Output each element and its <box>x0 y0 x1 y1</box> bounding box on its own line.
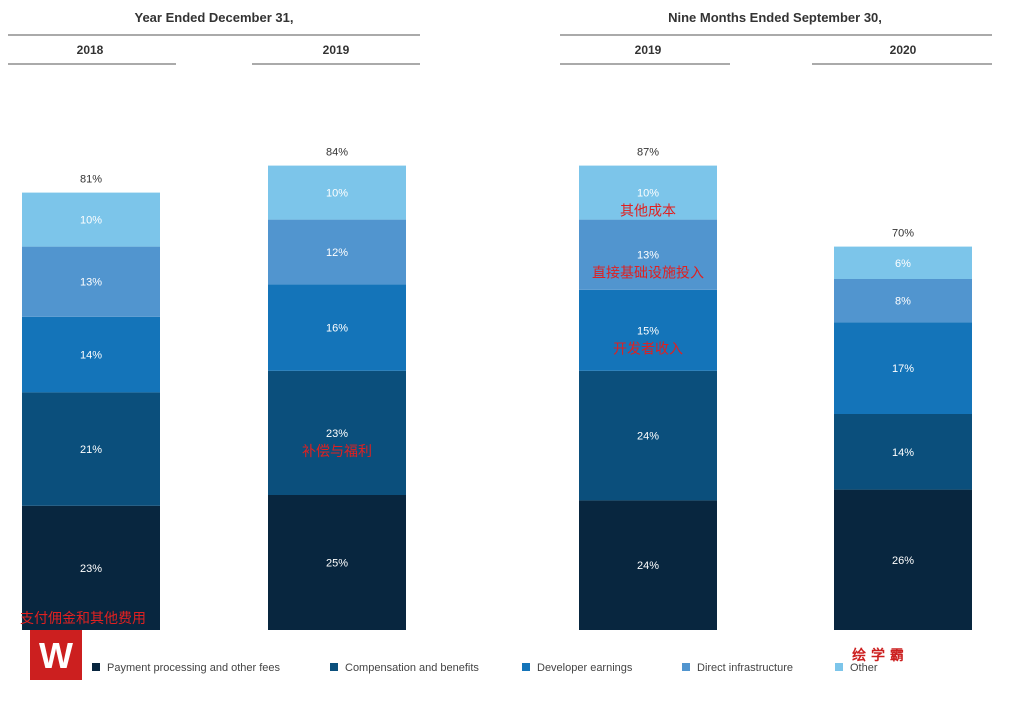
bar-segment-2019-4 <box>579 165 717 220</box>
bar-segment-2019-3 <box>579 219 717 290</box>
segment-value-label: 14% <box>892 447 914 459</box>
bar-segment-2019-1 <box>579 370 717 501</box>
bar-segment-2019-3 <box>268 219 406 285</box>
period-label-2020-9m: 2020 <box>890 43 917 57</box>
segment-value-label: 15% <box>637 325 659 337</box>
bar-segment-2019-2 <box>268 284 406 371</box>
bar-segment-2019-1 <box>268 370 406 495</box>
group-title-nine-months: Nine Months Ended September 30, <box>668 10 882 25</box>
watermark-logo-letter: W <box>39 635 73 676</box>
segment-value-label: 8% <box>895 296 911 308</box>
segment-value-label: 25% <box>326 558 348 570</box>
period-label-2018: 2018 <box>77 43 104 57</box>
bar-segment-2020-3 <box>834 279 972 323</box>
legend-label: Developer earnings <box>537 662 633 674</box>
bar-segment-2020-4 <box>834 246 972 279</box>
legend: Payment processing and other fees Compens… <box>92 662 878 674</box>
segment-value-label: 16% <box>326 323 348 335</box>
group-title-year-ended: Year Ended December 31, <box>135 10 294 25</box>
legend-label: Compensation and benefits <box>345 662 479 674</box>
segment-value-label: 14% <box>80 350 102 362</box>
segment-value-label: 17% <box>892 363 914 375</box>
annotation-label: 直接基础设施投入 <box>592 265 704 282</box>
bar-segment-2018-4 <box>22 192 160 247</box>
bar-segment-2019-0 <box>579 500 717 630</box>
annotation-label: 开发者收入 <box>613 341 683 357</box>
legend-label: Direct infrastructure <box>697 662 793 674</box>
bar-total-label: 70% <box>892 228 914 240</box>
bar-segment-2020-2 <box>834 322 972 414</box>
legend-label: Other <box>850 662 878 674</box>
segment-value-label: 23% <box>326 428 348 440</box>
legend-label: Payment processing and other fees <box>107 662 281 674</box>
legend-swatch <box>522 663 530 671</box>
watermark-logo: W <box>30 630 82 680</box>
totals-layer: 81% 84% 87% 70% <box>80 147 914 240</box>
annotation-label: 补偿与福利 <box>302 444 372 460</box>
period-label-2019-9m: 2019 <box>635 43 662 57</box>
watermark-logo-box <box>30 630 82 680</box>
legend-swatch <box>92 663 100 671</box>
bar-segment-2019-0 <box>268 495 406 630</box>
bar-segment-2018-2 <box>22 316 160 393</box>
legend-swatch <box>835 663 843 671</box>
segment-value-label: 24% <box>637 560 659 572</box>
bar-segment-2019-4 <box>268 165 406 220</box>
bar-total-label: 87% <box>637 147 659 159</box>
bar-segment-2020-0 <box>834 489 972 630</box>
annotation-label: 支付佣金和其他费用 <box>20 611 146 627</box>
legend-swatch <box>682 663 690 671</box>
bar-total-label: 84% <box>326 147 348 159</box>
bars-layer: 23% 21% 14% 13% 10% 25% 23% 16% 12% 10% 24% 24% 15% 1… <box>22 165 972 630</box>
bar-segment-2018-1 <box>22 392 160 506</box>
period-label-2019-fy: 2019 <box>323 43 350 57</box>
bar-total-label: 81% <box>80 174 102 186</box>
bar-segment-2018-3 <box>22 246 160 317</box>
bar-segment-2020-1 <box>834 414 972 490</box>
bar-segment-2018-0 <box>22 505 160 630</box>
segment-value-label: 13% <box>80 277 102 289</box>
segment-value-label: 13% <box>637 250 659 262</box>
segment-value-label: 10% <box>80 215 102 227</box>
watermark-text: 绘 学 霸 <box>852 647 904 664</box>
segment-value-label: 12% <box>326 247 348 259</box>
segment-value-label: 10% <box>637 188 659 200</box>
legend-swatch <box>330 663 338 671</box>
segment-value-label: 23% <box>80 563 102 575</box>
segment-value-label: 21% <box>80 444 102 456</box>
segment-value-label: 6% <box>895 258 911 270</box>
segment-value-label: 24% <box>637 431 659 443</box>
segment-value-label: 26% <box>892 555 914 567</box>
annotation-label: 其他成本 <box>620 204 676 220</box>
bar-segment-2019-2 <box>579 289 717 371</box>
segment-value-label: 10% <box>326 188 348 200</box>
